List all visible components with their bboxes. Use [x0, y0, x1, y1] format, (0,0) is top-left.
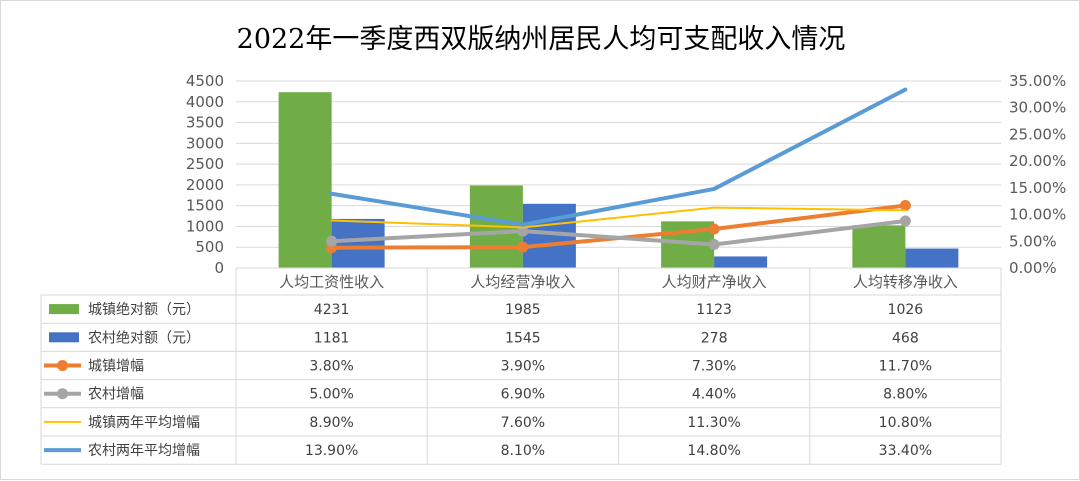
- lines: [326, 87, 911, 254]
- series-marker: [708, 223, 720, 235]
- data-label: 33.40%: [879, 443, 932, 459]
- data-label: 11.70%: [879, 359, 932, 375]
- category-label: 人均转移净收入: [853, 273, 958, 291]
- series-marker: [517, 225, 529, 237]
- y-left-tick-label: 500: [195, 238, 224, 256]
- y-left-tick-label: 2500: [186, 155, 224, 173]
- series-marker: [517, 241, 529, 253]
- bars: [278, 92, 959, 269]
- y-left-tick-label: 1500: [186, 197, 224, 215]
- data-label: 7.30%: [692, 359, 736, 375]
- chart-title: 2022年一季度西双版纳州居民人均可支配收入情况: [237, 24, 846, 55]
- y-left-tick-label: 0: [214, 259, 224, 277]
- y-left-tick-label: 3000: [186, 134, 224, 152]
- bar-urban: [278, 92, 332, 269]
- y-right-tick-label: 35.00%: [1009, 72, 1066, 90]
- y-left-tick-label: 4000: [186, 93, 224, 111]
- data-label: 8.80%: [883, 387, 927, 403]
- y-right-tick-label: 20.00%: [1009, 152, 1066, 170]
- data-label: 11.30%: [687, 415, 740, 431]
- category-label: 人均财产净收入: [662, 273, 767, 291]
- data-label: 1545: [505, 330, 541, 346]
- legend-label: 城镇增幅: [88, 359, 144, 375]
- y-left-tick-label: 4500: [186, 72, 224, 90]
- data-label: 1123: [696, 302, 732, 318]
- data-label: 3.90%: [501, 359, 545, 375]
- data-label: 3.80%: [309, 359, 353, 375]
- y-right-tick-label: 5.00%: [1009, 232, 1057, 250]
- legend-key: [49, 304, 79, 315]
- category-label: 人均经营净收入: [470, 273, 575, 291]
- legend-key-marker: [57, 360, 68, 371]
- y-left-tick-label: 3500: [186, 114, 224, 132]
- y-right-tick-label: 25.00%: [1009, 125, 1066, 143]
- category-label: 人均工资性收入: [279, 273, 384, 291]
- legend-label: 城镇绝对额（元）: [88, 302, 200, 318]
- data-label: 1026: [888, 302, 924, 318]
- y-right-tick-label: 30.00%: [1009, 99, 1066, 117]
- data-label: 6.90%: [501, 387, 545, 403]
- data-label: 468: [892, 330, 919, 346]
- bar-rural: [331, 218, 385, 268]
- legend-label: 城镇两年平均增幅: [88, 415, 200, 431]
- data-label: 4.40%: [692, 387, 736, 403]
- bar-urban: [852, 225, 906, 268]
- series-line: [329, 218, 908, 247]
- series-marker: [899, 199, 911, 211]
- bar-rural: [905, 248, 959, 268]
- legend-label: 农村绝对额（元）: [88, 330, 200, 346]
- data-label: 278: [701, 330, 728, 346]
- y-right-tick-label: 0.00%: [1009, 259, 1057, 277]
- data-label: 10.80%: [879, 415, 932, 431]
- axes: 0 500 1000 1500 2000 2500 3000 3500 4000 4500 0.00…: [186, 72, 1066, 277]
- y-left-tick-label: 1000: [186, 217, 224, 235]
- y-right-tick-label: 15.00%: [1009, 179, 1066, 197]
- series-marker: [326, 235, 338, 247]
- legend-key: [49, 332, 79, 343]
- data-label: 8.90%: [309, 415, 353, 431]
- y-right-tick-label: 10.00%: [1009, 206, 1066, 224]
- legend-label: 农村增幅: [88, 387, 144, 403]
- data-label: 14.80%: [687, 443, 740, 459]
- data-label: 13.90%: [305, 443, 358, 459]
- data-label: 1985: [505, 302, 541, 318]
- y-left-tick-label: 2000: [186, 176, 224, 194]
- data-label: 8.10%: [501, 443, 545, 459]
- series-marker: [708, 238, 720, 250]
- data-label: 4231: [314, 302, 350, 318]
- data-label: 5.00%: [309, 387, 353, 403]
- data-label: 1181: [314, 330, 350, 346]
- series-line: [330, 206, 907, 229]
- data-label: 7.60%: [501, 415, 545, 431]
- bar-rural: [714, 256, 768, 268]
- legend-label: 农村两年平均增幅: [88, 443, 200, 459]
- series-marker: [899, 215, 911, 227]
- series-line: [329, 87, 908, 227]
- legend-key-marker: [57, 388, 68, 400]
